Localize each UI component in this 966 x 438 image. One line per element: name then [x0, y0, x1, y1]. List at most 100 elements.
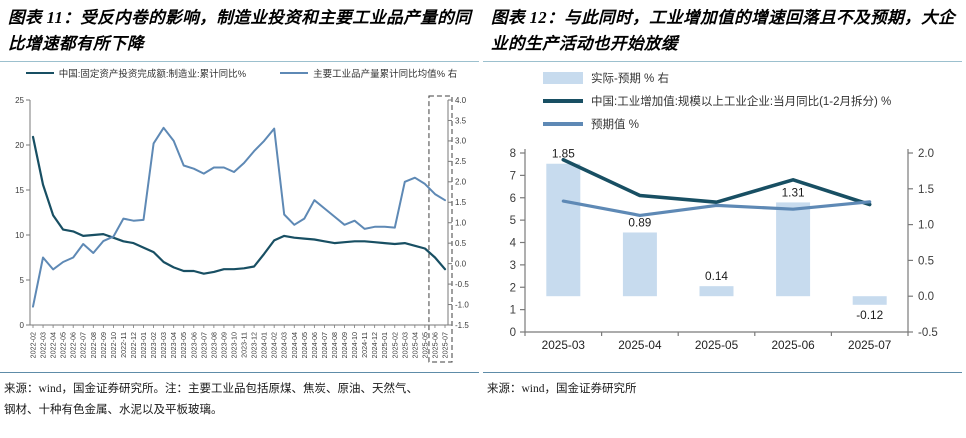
- x-axis-tick-label: 2024-08: [330, 332, 339, 358]
- figure-11-line-chart: 0 5 10 15 20 25 -1.5 -1.0 -0.5 0.0 0.5 1.0 1.5 2.0 2.5…: [15, 95, 469, 363]
- right-axis-tick-label: -1.5: [455, 321, 469, 330]
- figure-11-source-note: 来源：wind，国金证券研究所。注：主要工业品包括原煤、焦炭、原油、天然气、 钢…: [4, 379, 477, 422]
- legend-item-industrial-output: 主要工业品产量累计同比均值% 右: [280, 66, 457, 80]
- bar-value-label: -0.12: [856, 308, 883, 322]
- right-axis-tick-label: 1.5: [455, 198, 467, 207]
- source-note-line: 来源：wind，国金证券研究所: [487, 383, 637, 395]
- left-axis-tick-label: 5: [510, 215, 516, 227]
- x-axis-tick-label: 2024-01: [260, 332, 269, 358]
- figure-12-panel: 图表 12：与此同时，工业增加值的增速回落且不及预期，大企业的生产活动也开始放缓…: [483, 0, 966, 438]
- right-axis-tick-label: -0.5: [455, 280, 469, 289]
- x-axis-tick-label: 2023-01: [139, 332, 148, 358]
- series-line: [561, 157, 872, 207]
- right-axis-tick-label: 4.0: [455, 96, 467, 105]
- legend-label: 主要工业品产量累计同比均值% 右: [313, 69, 458, 80]
- x-axis-tick-label: 2024-11: [360, 332, 369, 358]
- left-axis-tick-label: 15: [15, 186, 24, 195]
- bar-actual-minus-expected: [699, 286, 734, 297]
- left-axis-tick-label: 1: [510, 305, 516, 317]
- left-axis-tick-label: 0: [510, 327, 516, 339]
- x-axis-tick-label: 2022-04: [49, 332, 58, 358]
- legend-label: 预期值 %: [591, 119, 639, 131]
- x-axis-tick-label: 2025-05: [420, 332, 429, 358]
- figure-11-panel: 图表 11：受反内卷的影响，制造业投资和主要工业品产量的同比增速都有所下降 中国…: [0, 8, 483, 422]
- legend-item-expected-value: 预期值 %: [543, 116, 891, 132]
- x-axis-tick-label: 2022-07: [79, 332, 88, 358]
- x-axis-tick-label: 2022-10: [109, 332, 118, 358]
- figure-12-bar-line-chart: 0 1 2 3 4 5 6 7 8 -0.5 0.0 0.5 1.0 1.5 2.0 2025-03 2025-…: [510, 147, 938, 352]
- x-axis-tick-label: 2023-09: [219, 332, 228, 358]
- x-axis-category-label: 2025-06: [771, 338, 815, 352]
- left-axis-tick-label: 10: [15, 231, 24, 240]
- x-axis-tick-label: 2022-03: [39, 332, 48, 358]
- x-axis-tick-label: 2023-04: [169, 332, 178, 358]
- x-axis-tick-label: 2024-12: [370, 332, 379, 358]
- right-axis-tick-label: 2.0: [918, 148, 934, 160]
- x-axis-tick-label: 2022-02: [29, 332, 38, 358]
- line-swatch: [543, 122, 583, 126]
- x-axis-tick-label: 2025-07: [441, 332, 450, 358]
- x-axis-tick-label: 2024-04: [290, 332, 299, 358]
- x-axis-tick-label: 2023-07: [199, 332, 208, 358]
- figure-11-legend: 中国:固定资产投资完成额:制造业:累计同比% 主要工业品产量累计同比均值% 右: [0, 66, 483, 80]
- x-axis-tick-label: 2025-04: [410, 332, 419, 358]
- x-axis-tick-label: 2023-10: [229, 332, 238, 358]
- bar-value-label: 0.14: [705, 269, 728, 283]
- right-axis-tick-label: 1.5: [918, 184, 934, 196]
- bar-swatch: [543, 72, 583, 84]
- x-axis-tick-label: 2023-02: [149, 332, 158, 358]
- bar-value-label: 1.31: [782, 185, 805, 199]
- figure-12-title: 图表 12：与此同时，工业增加值的增速回落且不及预期，大企业的生产活动也开始放缓: [491, 8, 956, 53]
- x-axis-tick-label: 2024-07: [320, 332, 329, 358]
- x-axis-tick-label: 2024-06: [310, 332, 319, 358]
- left-axis-tick-label: 5: [20, 276, 25, 285]
- bar-actual-minus-expected: [776, 202, 811, 297]
- bar-actual-minus-expected: [622, 232, 657, 297]
- legend-label: 实际-预期 % 右: [591, 73, 669, 85]
- right-axis-tick-label: 2.0: [455, 178, 467, 187]
- x-axis-tick-label: 2022-11: [119, 332, 128, 358]
- x-axis-tick-label: 2024-05: [300, 332, 309, 358]
- legend-label: 中国:工业增加值:规模以上工业企业:当月同比(1-2月拆分) %: [591, 96, 892, 108]
- line-swatch: [543, 99, 583, 103]
- figure-11-title: 图表 11：受反内卷的影响，制造业投资和主要工业品产量的同比增速都有所下降: [8, 8, 472, 53]
- right-axis-tick-label: 1.0: [918, 220, 934, 232]
- x-axis-tick-label: 2024-10: [350, 332, 359, 358]
- right-axis-tick-label: -1.0: [455, 300, 469, 309]
- left-axis-tick-label: 3: [510, 260, 516, 272]
- right-axis-tick-label: 1.0: [455, 219, 467, 228]
- legend-item-industrial-value-added: 中国:工业增加值:规模以上工业企业:当月同比(1-2月拆分) %: [543, 93, 891, 109]
- series-line: [31, 135, 447, 275]
- x-axis-category-label: 2025-04: [618, 338, 662, 352]
- figure-11-bottom-divider: [0, 372, 479, 373]
- x-axis-category-label: 2025-07: [848, 338, 891, 352]
- figure-12-source-note: 来源：wind，国金证券研究所: [487, 379, 960, 400]
- right-axis-tick-label: 0.0: [918, 291, 934, 303]
- line-swatch: [25, 71, 54, 75]
- left-axis-tick-label: 0: [20, 321, 25, 330]
- left-axis-tick-label: 8: [510, 148, 516, 160]
- left-axis-tick-label: 6: [510, 193, 516, 205]
- x-axis-tick-label: 2024-03: [280, 332, 289, 358]
- left-axis-tick-label: 20: [15, 141, 24, 150]
- x-axis-tick-label: 2025-01: [380, 332, 389, 358]
- bar-value-label: 1.85: [552, 147, 575, 161]
- x-axis-tick-label: 2023-11: [240, 332, 249, 358]
- figure-12-title-divider: [483, 61, 962, 62]
- axes: [29, 100, 449, 326]
- series-line: [561, 199, 872, 218]
- series-line: [32, 126, 446, 308]
- left-axis-tick-label: 25: [15, 96, 24, 105]
- right-axis-tick-label: -0.5: [918, 327, 938, 339]
- bar-actual-minus-expected: [546, 163, 581, 297]
- figure-11-title-divider: [0, 61, 479, 62]
- x-axis-category-label: 2025-03: [542, 338, 586, 352]
- x-axis-tick-label: 2023-05: [179, 332, 188, 358]
- x-axis-tick-label: 2024-09: [340, 332, 349, 358]
- legend-item-actual-minus-expected: 实际-预期 % 右: [543, 70, 891, 86]
- x-axis-tick-label: 2023-08: [209, 332, 218, 358]
- x-axis-tick-label: 2022-12: [129, 332, 138, 358]
- line-swatch: [280, 71, 309, 75]
- source-note-line2: 钢材、十种有色金属、水泥以及平板玻璃。: [4, 404, 223, 417]
